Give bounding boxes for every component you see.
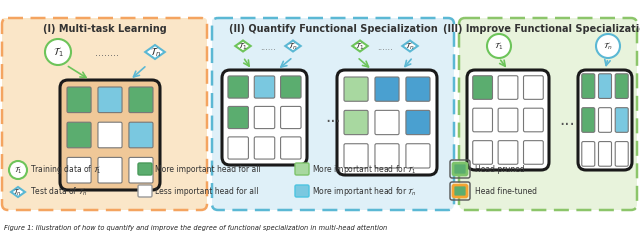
Text: $\mathcal{T}_1$: $\mathcal{T}_1$ — [355, 40, 365, 52]
Text: More important head for all: More important head for all — [155, 165, 260, 175]
FancyBboxPatch shape — [344, 110, 368, 135]
Text: $\mathcal{T}_1$: $\mathcal{T}_1$ — [52, 45, 63, 59]
FancyBboxPatch shape — [254, 137, 275, 159]
FancyBboxPatch shape — [375, 110, 399, 135]
Text: $\mathcal{T}_1$: $\mathcal{T}_1$ — [13, 164, 22, 176]
Text: (II) Quantify Functional Specialization: (II) Quantify Functional Specialization — [228, 24, 437, 34]
Text: ......: ...... — [260, 43, 276, 51]
FancyBboxPatch shape — [615, 141, 628, 166]
Polygon shape — [403, 40, 418, 51]
FancyBboxPatch shape — [467, 70, 549, 170]
FancyBboxPatch shape — [295, 185, 309, 197]
Text: $\mathcal{T}_n$: $\mathcal{T}_n$ — [405, 40, 415, 52]
Circle shape — [45, 39, 71, 65]
FancyBboxPatch shape — [406, 144, 430, 168]
FancyBboxPatch shape — [598, 141, 611, 166]
Text: Test data of $\mathcal{T}_n$: Test data of $\mathcal{T}_n$ — [30, 186, 87, 198]
FancyBboxPatch shape — [228, 137, 248, 159]
FancyBboxPatch shape — [98, 157, 122, 183]
FancyBboxPatch shape — [453, 163, 467, 175]
Text: $\mathcal{T}_1$: $\mathcal{T}_1$ — [494, 40, 504, 52]
FancyBboxPatch shape — [295, 163, 309, 175]
Polygon shape — [11, 187, 25, 197]
FancyBboxPatch shape — [138, 185, 152, 197]
FancyBboxPatch shape — [228, 76, 248, 98]
FancyBboxPatch shape — [222, 70, 307, 165]
Text: Training data of $\mathcal{T}_1$: Training data of $\mathcal{T}_1$ — [30, 164, 102, 176]
Text: Less important head for all: Less important head for all — [155, 188, 259, 196]
FancyBboxPatch shape — [473, 141, 493, 164]
Text: $\mathcal{T}_n$: $\mathcal{T}_n$ — [603, 40, 613, 52]
Text: ...: ... — [325, 109, 341, 126]
Text: Head pruned: Head pruned — [475, 165, 525, 175]
FancyBboxPatch shape — [524, 141, 543, 164]
FancyBboxPatch shape — [280, 137, 301, 159]
FancyBboxPatch shape — [598, 74, 611, 98]
Circle shape — [9, 161, 27, 179]
FancyBboxPatch shape — [473, 76, 493, 99]
Polygon shape — [145, 45, 165, 59]
Text: ......: ...... — [377, 43, 393, 51]
Polygon shape — [236, 40, 251, 51]
Text: More important head for $\mathcal{T}_n$: More important head for $\mathcal{T}_n$ — [312, 185, 417, 199]
FancyBboxPatch shape — [344, 144, 368, 168]
Polygon shape — [285, 40, 301, 51]
FancyBboxPatch shape — [598, 108, 611, 132]
Polygon shape — [352, 40, 368, 51]
FancyBboxPatch shape — [582, 108, 595, 132]
Text: $\mathcal{T}_1$: $\mathcal{T}_1$ — [238, 40, 248, 52]
FancyBboxPatch shape — [578, 70, 632, 170]
FancyBboxPatch shape — [473, 108, 493, 132]
FancyBboxPatch shape — [406, 77, 430, 101]
FancyBboxPatch shape — [375, 77, 399, 101]
FancyBboxPatch shape — [498, 141, 518, 164]
FancyBboxPatch shape — [582, 141, 595, 166]
Text: $\mathcal{T}_n$: $\mathcal{T}_n$ — [13, 186, 22, 198]
Text: Figure 1: Illustration of how to quantify and improve the degree of functional s: Figure 1: Illustration of how to quantif… — [4, 225, 387, 231]
Text: ...: ... — [559, 111, 575, 129]
FancyBboxPatch shape — [67, 87, 91, 113]
FancyBboxPatch shape — [498, 108, 518, 132]
FancyBboxPatch shape — [212, 18, 454, 39]
FancyBboxPatch shape — [524, 76, 543, 99]
FancyBboxPatch shape — [2, 18, 207, 210]
FancyBboxPatch shape — [615, 74, 628, 98]
FancyBboxPatch shape — [337, 70, 437, 175]
FancyBboxPatch shape — [344, 77, 368, 101]
Circle shape — [596, 34, 620, 58]
FancyBboxPatch shape — [498, 76, 518, 99]
FancyBboxPatch shape — [129, 122, 153, 148]
FancyBboxPatch shape — [98, 122, 122, 148]
Text: (III) Improve Functional Specialization: (III) Improve Functional Specialization — [443, 24, 640, 34]
FancyBboxPatch shape — [582, 74, 595, 98]
FancyBboxPatch shape — [212, 18, 454, 210]
FancyBboxPatch shape — [228, 106, 248, 129]
FancyBboxPatch shape — [138, 163, 152, 175]
Text: $\mathcal{T}_n$: $\mathcal{T}_n$ — [150, 45, 161, 59]
FancyBboxPatch shape — [129, 157, 153, 183]
FancyBboxPatch shape — [60, 80, 160, 190]
FancyBboxPatch shape — [615, 108, 628, 132]
Text: Head fine-tuned: Head fine-tuned — [475, 188, 537, 196]
Text: More important head for $\mathcal{T}_1$: More important head for $\mathcal{T}_1$ — [312, 164, 417, 176]
FancyBboxPatch shape — [2, 18, 207, 39]
Text: ........: ........ — [95, 48, 118, 58]
Text: $\mathcal{T}_n$: $\mathcal{T}_n$ — [288, 40, 298, 52]
FancyBboxPatch shape — [459, 18, 637, 39]
FancyBboxPatch shape — [67, 122, 91, 148]
Circle shape — [487, 34, 511, 58]
FancyBboxPatch shape — [254, 106, 275, 129]
FancyBboxPatch shape — [280, 106, 301, 129]
FancyBboxPatch shape — [453, 185, 467, 197]
FancyBboxPatch shape — [280, 76, 301, 98]
FancyBboxPatch shape — [129, 87, 153, 113]
FancyBboxPatch shape — [459, 18, 637, 210]
FancyBboxPatch shape — [524, 108, 543, 132]
FancyBboxPatch shape — [406, 110, 430, 135]
FancyBboxPatch shape — [375, 144, 399, 168]
FancyBboxPatch shape — [67, 157, 91, 183]
FancyBboxPatch shape — [98, 87, 122, 113]
Text: (I) Multi-task Learning: (I) Multi-task Learning — [43, 24, 166, 34]
FancyBboxPatch shape — [254, 76, 275, 98]
